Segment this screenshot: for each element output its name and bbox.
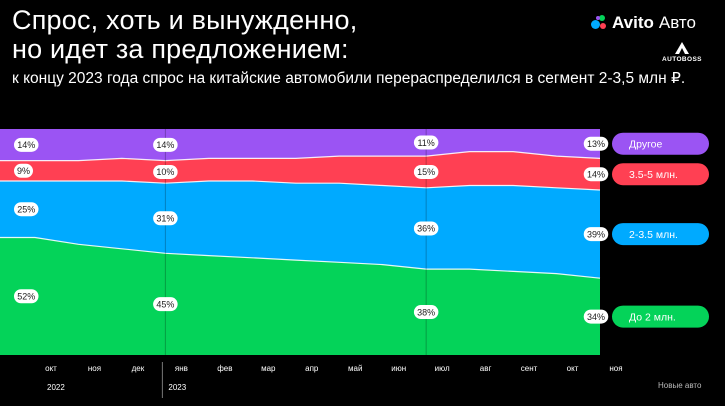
value-label: 31% [153, 211, 178, 226]
autoboss-logo: AUTOBOSS [662, 42, 702, 63]
value-label-pill [153, 137, 178, 152]
x-tick-label: июл [435, 364, 450, 373]
value-label: 14% [583, 167, 609, 182]
area-2 [0, 151, 600, 190]
legend-pill [612, 305, 709, 328]
footer-note: Новые авто [658, 381, 702, 390]
value-label-text: 34% [587, 312, 605, 322]
value-label: 39% [583, 227, 609, 242]
legend-item: Другое [612, 132, 709, 155]
value-label: 34% [583, 309, 609, 324]
value-label-pill [413, 221, 439, 236]
title-line-2: но идет за предложением: [12, 34, 349, 64]
value-label-text: 25% [17, 204, 35, 214]
logo-brand: Avito [612, 13, 654, 32]
avito-dots-icon [591, 15, 607, 31]
area-boundary-0 [0, 236, 601, 279]
value-label-pill [583, 167, 609, 182]
value-label: 13% [583, 136, 609, 151]
value-label-text: 36% [417, 224, 435, 234]
x-tick-label: окт [45, 364, 57, 373]
area-0 [0, 237, 600, 355]
legend-label: До 2 млн. [629, 312, 676, 324]
legend-label: Другое [629, 139, 663, 151]
area-boundary-1 [0, 180, 601, 191]
value-label-text: 52% [17, 291, 35, 301]
value-label-text: 10% [156, 167, 174, 177]
autoboss-icon [674, 42, 689, 54]
x-tick-label: май [348, 364, 362, 373]
value-label-pill [153, 211, 178, 226]
value-label: 36% [413, 221, 439, 236]
value-label-text: 13% [587, 139, 605, 149]
value-label-pill [583, 309, 609, 324]
x-tick-label: ноя [609, 364, 622, 373]
value-label-pill [14, 137, 39, 152]
legend-pill [612, 132, 709, 155]
value-label: 9% [14, 163, 33, 178]
value-label-pill [153, 164, 178, 179]
x-tick-label: янв [175, 364, 188, 373]
x-tick-label: июн [391, 364, 406, 373]
value-label: 25% [14, 202, 39, 217]
value-label-text: 14% [17, 140, 35, 150]
x-tick-label: фев [217, 364, 232, 373]
x-tick-label: апр [305, 364, 319, 373]
page-title: Спрос, хоть и вынужденно, но идет за пре… [12, 6, 357, 64]
value-label: 45% [153, 297, 178, 312]
area-boundary-2 [0, 151, 601, 162]
value-label-text: 31% [156, 213, 174, 223]
logo-partner: AUTOBOSS [662, 56, 702, 63]
value-label-pill [153, 297, 178, 312]
avito-auto-logo: Avito Авто [591, 13, 696, 33]
value-label-pill [14, 163, 33, 178]
legend-label: 3.5-5 млн. [629, 169, 678, 181]
legend-item: 3.5-5 млн. [612, 163, 709, 186]
value-label: 11% [413, 135, 439, 150]
legend-pill [612, 163, 709, 186]
value-label-pill [413, 305, 439, 320]
area-3 [0, 129, 600, 161]
year-label: 2022 [47, 383, 65, 392]
logo-suffix: Авто [658, 13, 696, 32]
value-label-text: 45% [156, 299, 174, 309]
value-label-text: 15% [417, 167, 435, 177]
x-tick-label: дек [132, 364, 145, 373]
value-label-pill [413, 135, 439, 150]
value-label-pill [583, 136, 609, 151]
value-label-pill [413, 164, 439, 179]
x-tick-label: сент [521, 364, 538, 373]
value-label: 52% [14, 289, 39, 304]
value-label-pill [14, 202, 39, 217]
area-1 [0, 181, 600, 279]
value-label-text: 9% [17, 166, 30, 176]
value-label-text: 38% [417, 307, 435, 317]
value-label: 38% [413, 305, 439, 320]
value-label-text: 14% [156, 140, 174, 150]
year-label: 2023 [168, 383, 186, 392]
legend-item: До 2 млн. [612, 305, 709, 328]
value-label: 14% [153, 137, 178, 152]
value-label: 14% [14, 137, 39, 152]
value-label: 10% [153, 164, 178, 179]
x-tick-label: авг [480, 364, 492, 373]
x-tick-label: мар [261, 364, 276, 373]
value-label-pill [583, 227, 609, 242]
value-label-text: 11% [417, 138, 434, 148]
page-subtitle: к концу 2023 года спрос на китайские авт… [12, 70, 686, 87]
legend-label: 2-3.5 млн. [629, 229, 678, 241]
x-tick-label: ноя [88, 364, 101, 373]
value-label: 15% [413, 164, 439, 179]
legend-item: 2-3.5 млн. [612, 223, 709, 246]
value-label-text: 14% [587, 169, 605, 179]
title-line-1: Спрос, хоть и вынужденно, [12, 5, 358, 35]
value-label-text: 39% [587, 229, 605, 239]
value-label-pill [14, 289, 39, 304]
x-tick-label: окт [567, 364, 579, 373]
legend-pill [612, 223, 709, 246]
